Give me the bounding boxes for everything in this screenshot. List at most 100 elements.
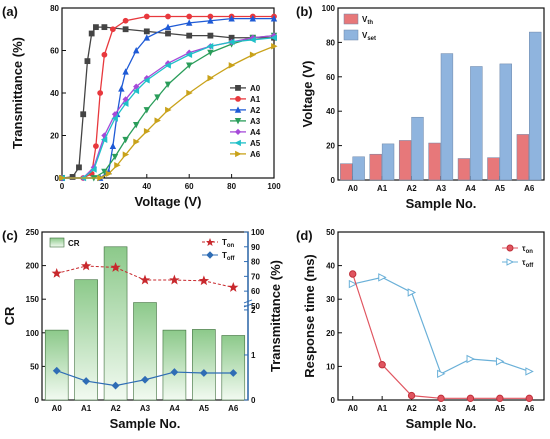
series-A6-point-shape: [133, 138, 140, 146]
panel-b-xlabel: Sample No.: [406, 196, 477, 211]
legend-tau-on-marker-shape: [506, 244, 514, 252]
panel-d-xtick-label: A3: [436, 404, 447, 413]
series-A0-point: [143, 28, 150, 35]
series-tau-off-line: [352, 276, 530, 375]
panel-b-xtick-label: A0: [348, 184, 359, 193]
panel-d-xtick-label: A1: [377, 404, 388, 413]
series-A6-point: [143, 128, 151, 135]
panel-a-ytick-label: 60: [50, 47, 59, 56]
series-A1-point-shape: [109, 26, 116, 33]
legend-A3-marker-shape: [234, 118, 242, 125]
series-A3-point: [143, 107, 151, 114]
series-A6-point-shape: [186, 89, 193, 97]
panel-a-xtick-label: 40: [142, 182, 151, 191]
series-A5-point: [228, 38, 235, 46]
panel-c-axis-break: [243, 299, 253, 308]
series-tau-off-point-shape: [407, 288, 417, 297]
panel-b-xtick-label: A4: [465, 184, 476, 193]
series-A4-point-shape: [101, 132, 108, 139]
series-A5-point-shape: [90, 166, 97, 173]
series-A1-point: [165, 13, 171, 20]
series-Toff-point: [170, 368, 179, 376]
panel-a-xtick-label: 0: [60, 182, 65, 191]
series-Ton-point: [228, 281, 239, 292]
series-A6-point: [271, 43, 278, 50]
series-Toff-point: [111, 381, 120, 390]
series-Toff-point: [229, 369, 238, 377]
series-A3-point: [164, 81, 172, 89]
bar-CR-A5: [192, 329, 216, 401]
series-A2-point-shape: [249, 15, 257, 22]
series-A4-point-shape: [111, 111, 119, 118]
series-tau-on-point: [378, 361, 386, 369]
series-tau-off-point: [437, 369, 446, 379]
series-tau-off-point: [407, 288, 417, 297]
series-Ton-point: [80, 260, 92, 271]
series-tau-off-point: [525, 367, 534, 376]
legend-A5-label: A5: [250, 139, 261, 148]
legend-Ton-label-sub: on: [227, 243, 235, 249]
series-tau-on-point-shape: [466, 394, 475, 403]
series-A2-point: [109, 142, 117, 150]
panel-d-xlabel: Sample No.: [406, 416, 477, 431]
bar-Vth-A5: [487, 157, 500, 181]
series-A4-point: [122, 96, 129, 103]
legend-A2-marker-shape: [234, 106, 242, 113]
series-A5-point: [249, 36, 256, 44]
series-A3-point-shape: [207, 49, 214, 57]
series-A6-point: [154, 117, 161, 124]
series-A2-point-shape: [118, 85, 125, 92]
series-A1-point-shape: [143, 13, 150, 20]
panel-c-ytick-label: 50: [30, 362, 39, 371]
legend-tau-on-label: τon: [522, 244, 533, 255]
legend-Vth-swatch: [343, 13, 359, 25]
series-A5-point: [100, 136, 108, 143]
series-Toff-point: [141, 375, 149, 384]
series-Toff-point-shape: [170, 368, 179, 376]
series-tau-on-point-shape: [437, 394, 445, 403]
series-A6-point-shape: [165, 106, 172, 114]
bar-Vth-A2: [398, 140, 412, 181]
series-A0-point: [76, 164, 82, 171]
legend-tau-off-label: τoff: [522, 258, 534, 269]
series-tau-off-point: [378, 273, 387, 282]
legend-A4-marker: [234, 128, 242, 136]
legend-tau-on-label-base: τ: [522, 244, 526, 253]
legend-Ton-marker: [206, 238, 214, 246]
series-A0-point-shape: [69, 174, 76, 180]
series-A3-point-shape: [111, 153, 119, 161]
legend-A3-marker: [234, 118, 242, 125]
legend-A4-marker-shape: [234, 128, 242, 136]
series-A5-point: [90, 166, 97, 173]
series-A4-point: [101, 132, 108, 139]
panel-c-xtick-label: A4: [169, 404, 180, 413]
series-tau-on-point: [407, 391, 416, 400]
series-A2-point-shape: [228, 15, 235, 22]
series-tau-on-point: [349, 270, 357, 278]
bar-CR-A4: [162, 329, 187, 401]
panel-b-xtick-label: A6: [524, 184, 535, 193]
series-A6-point: [59, 174, 66, 182]
series-Toff-point-shape: [52, 366, 61, 375]
panel-c-ylabel-right: Transmittance (%): [268, 260, 283, 372]
legend-tau-off-label-base: τ: [522, 258, 526, 267]
series-A0-point-shape: [93, 24, 99, 31]
series-A6-point-shape: [249, 51, 257, 58]
panel-c-xtick-label: A2: [110, 404, 121, 413]
series-A4-point-shape: [122, 96, 129, 103]
bar-Vset-A3: [440, 53, 454, 181]
bar-Vset-A2: [411, 116, 424, 181]
series-A5-point-shape: [249, 36, 256, 44]
series-A6-point-shape: [271, 43, 278, 50]
bar-Vth-A0: [340, 163, 353, 181]
series-A6-point: [114, 162, 121, 169]
series-tau-off-point: [495, 357, 505, 366]
series-tau-off-point-shape: [378, 273, 387, 282]
series-A2-point-shape: [109, 142, 117, 150]
series-A0-point: [186, 32, 193, 39]
series-A0-point: [101, 24, 108, 31]
panel-b-xtick-label: A3: [436, 184, 447, 193]
series-A2-point-shape: [270, 15, 278, 22]
series-tau-on-point: [496, 394, 504, 403]
series-A0-point-shape: [207, 32, 214, 39]
